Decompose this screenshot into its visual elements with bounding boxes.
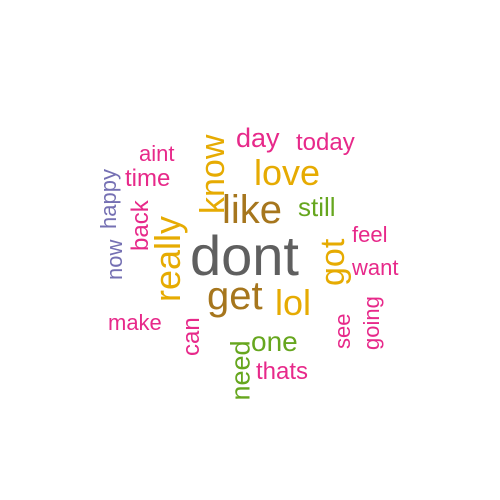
word-back: back bbox=[127, 200, 154, 251]
word-time: time bbox=[125, 165, 171, 192]
word-lol: lol bbox=[275, 282, 312, 323]
word-know: know bbox=[194, 134, 232, 214]
word-can: can bbox=[178, 317, 205, 356]
word-going: going bbox=[359, 296, 384, 350]
word-get: get bbox=[207, 274, 263, 318]
word-love: love bbox=[254, 152, 321, 193]
word-need: need bbox=[225, 340, 256, 401]
word-got: got bbox=[314, 238, 352, 286]
word-dont: dont bbox=[190, 224, 299, 287]
word-see: see bbox=[330, 313, 355, 349]
word-now: now bbox=[102, 239, 127, 280]
word-today: today bbox=[296, 129, 355, 156]
word-thats: thats bbox=[256, 358, 309, 385]
word-like: like bbox=[222, 188, 283, 232]
word-feel: feel bbox=[352, 222, 388, 247]
word-really: really bbox=[147, 215, 188, 302]
word-still: still bbox=[298, 192, 336, 222]
word-day: day bbox=[236, 123, 280, 153]
word-happy: happy bbox=[96, 169, 121, 229]
word-aint: aint bbox=[139, 141, 175, 166]
word-one: one bbox=[251, 326, 298, 357]
word-make: make bbox=[108, 310, 162, 335]
word-want: want bbox=[352, 255, 399, 280]
